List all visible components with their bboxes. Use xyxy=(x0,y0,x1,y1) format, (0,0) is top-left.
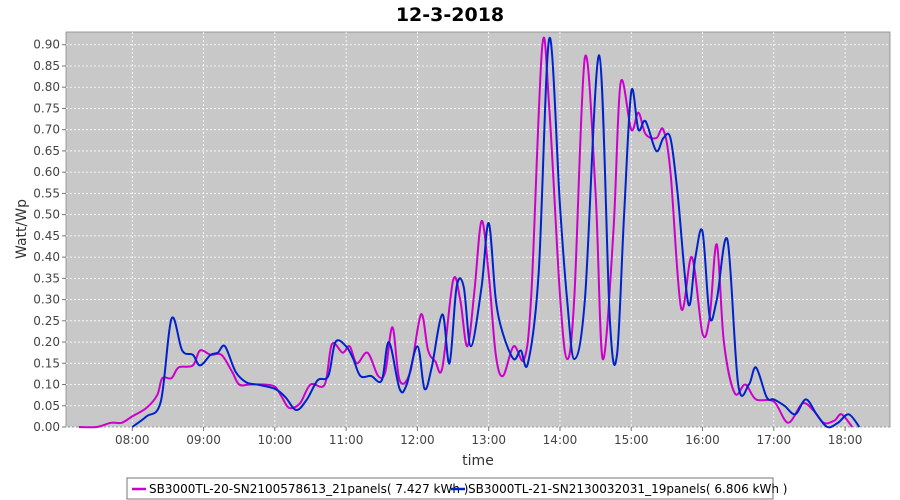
chart-title: 12-3-2018 xyxy=(396,4,504,26)
legend-entry-series-1: SB3000TL-20-SN2100578613_21panels( 7.427… xyxy=(149,482,468,496)
x-axis-ticks: 08:00 09:00 10:00 11:00 12:00 13:00 14:00 15:00… xyxy=(115,427,862,447)
x-tick-label: 13:00 xyxy=(471,433,506,447)
y-tick-label: 0.80 xyxy=(33,80,60,94)
x-tick-label: 08:00 xyxy=(115,433,150,447)
y-axis-label: Watt/Wp xyxy=(14,199,30,259)
x-tick-label: 09:00 xyxy=(186,433,221,447)
legend-entry-series-2: SB3000TL-21-SN2130032031_19panels( 6.806… xyxy=(468,482,787,496)
y-tick-label: 0.75 xyxy=(33,101,60,115)
y-tick-label: 0.70 xyxy=(33,123,60,137)
y-tick-label: 0.85 xyxy=(33,59,60,73)
y-tick-label: 0.50 xyxy=(33,208,60,222)
plot-area xyxy=(65,31,891,428)
y-tick-label: 0.05 xyxy=(33,399,60,413)
x-tick-label: 11:00 xyxy=(329,433,364,447)
series-line-2 xyxy=(131,37,861,429)
y-tick-label: 0.55 xyxy=(33,186,60,200)
x-tick-label: 10:00 xyxy=(258,433,293,447)
y-tick-label: 0.30 xyxy=(33,293,60,307)
grid-lines xyxy=(66,32,890,428)
y-tick-label: 0.15 xyxy=(33,356,60,370)
x-tick-label: 14:00 xyxy=(543,433,578,447)
y-tick-label: 0.40 xyxy=(33,250,60,264)
y-tick-label: 0.60 xyxy=(33,165,60,179)
x-tick-label: 16:00 xyxy=(685,433,720,447)
y-tick-label: 0.20 xyxy=(33,335,60,349)
series-line-1 xyxy=(78,36,853,429)
y-tick-label: 0.00 xyxy=(33,420,60,434)
y-tick-label: 0.45 xyxy=(33,229,60,243)
x-tick-label: 18:00 xyxy=(828,433,863,447)
series-lines xyxy=(78,36,861,429)
x-tick-label: 15:00 xyxy=(614,433,649,447)
y-tick-label: 0.65 xyxy=(33,144,60,158)
y-tick-label: 0.35 xyxy=(33,271,60,285)
legend: SB3000TL-20-SN2100578613_21panels( 7.427… xyxy=(126,477,787,500)
y-axis-ticks: 0.00 0.05 0.10 0.15 0.20 0.25 0.30 0.35 0.40 0.45… xyxy=(33,38,66,434)
y-tick-label: 0.10 xyxy=(33,378,60,392)
x-tick-label: 12:00 xyxy=(400,433,435,447)
x-tick-label: 17:00 xyxy=(757,433,792,447)
y-tick-label: 0.25 xyxy=(33,314,60,328)
x-axis-label: time xyxy=(462,453,494,469)
y-tick-label: 0.90 xyxy=(33,38,60,52)
